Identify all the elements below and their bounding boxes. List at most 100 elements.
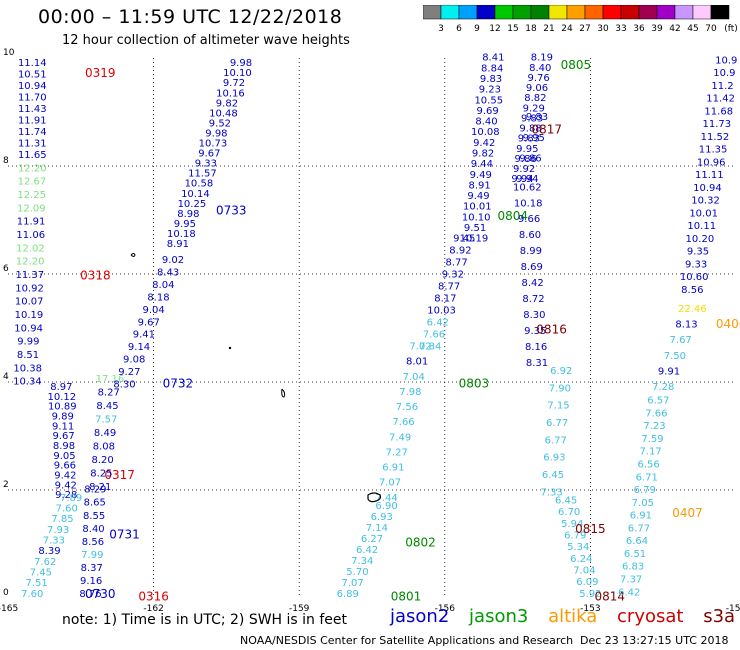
swh-value-label: 9.49 xyxy=(470,170,492,181)
swh-value-label: 6.24 xyxy=(570,554,592,565)
swh-value-label: 10.94 xyxy=(18,81,47,92)
pass-time-label: 0814 xyxy=(595,590,626,604)
swh-value-label: 10.10 xyxy=(462,212,491,223)
swh-value-label: 9.67 xyxy=(52,431,74,442)
pass-time-label: 0319 xyxy=(85,66,116,80)
swh-value-label: 7.51 xyxy=(25,578,47,589)
swh-value-label: 8.49 xyxy=(94,428,116,439)
swh-value-label: 8.17 xyxy=(434,294,456,305)
swh-value-label: 8.29 xyxy=(84,485,106,496)
satellite-legend: jason2 jason3 altika cryosat s3a xyxy=(390,606,740,627)
swh-value-label: 8.42 xyxy=(521,278,543,289)
swh-value-label: 9.27 xyxy=(118,367,140,378)
swh-value-label: 8.76 xyxy=(79,589,101,600)
swh-value-label: 6.77 xyxy=(545,435,567,446)
swh-value-label: 10.60 xyxy=(680,272,709,283)
swh-value-label: 11.43 xyxy=(18,104,47,115)
swh-value-label: 12.02 xyxy=(16,243,45,254)
swh-value-label: 11.42 xyxy=(706,94,735,105)
swh-value-label: 7.44 xyxy=(375,493,397,504)
swh-value-label: 9.95 xyxy=(174,219,196,230)
swh-value-label: 6.45 xyxy=(542,470,564,481)
swh-value-label: 7.28 xyxy=(652,382,674,393)
swh-value-label: 6.91 xyxy=(382,463,404,474)
swh-value-label: 9.32 xyxy=(442,270,464,281)
swh-value-label: 9.04 xyxy=(142,305,164,316)
swh-value-label: 6.42 xyxy=(427,318,449,329)
swh-value-label: 8.41 xyxy=(482,53,504,64)
swh-value-label: 10.55 xyxy=(474,95,503,106)
swh-value-label: 7.93 xyxy=(47,525,69,536)
pass-time-label: 0815 xyxy=(575,522,606,536)
swh-value-label: 8.20 xyxy=(92,455,114,466)
swh-value-label: 8.84 xyxy=(481,63,503,74)
swh-value-label: 8.97 xyxy=(50,382,72,393)
swh-value-label: 10.03 xyxy=(427,306,456,317)
swh-value-label: 7.37 xyxy=(620,575,642,586)
swh-value-label: 8.51 xyxy=(17,350,39,361)
swh-value-label: 9.94 xyxy=(511,174,533,185)
swh-value-label: 10.96 xyxy=(697,157,726,168)
pass-time-label: 0407 xyxy=(672,506,703,520)
swh-value-label: 9.98 xyxy=(230,58,252,69)
swh-value-label: 11.14 xyxy=(18,58,47,69)
colorbar-tick-label: 45 xyxy=(687,24,698,34)
swh-value-label: 8.77 xyxy=(438,282,460,293)
swh-value-label: 10.01 xyxy=(689,208,718,219)
chart-subtitle: 12 hour collection of altimeter wave hei… xyxy=(62,33,350,48)
swh-value-label: 7.07 xyxy=(341,578,363,589)
legend-cryosat: cryosat xyxy=(617,606,684,627)
swh-value-label: 10.18 xyxy=(167,229,196,240)
swh-value-label: 10.12 xyxy=(48,392,77,403)
swh-value-label: 10.14 xyxy=(181,189,210,200)
swh-value-label: 11.2 xyxy=(711,81,733,92)
legend-jason3: jason3 xyxy=(469,606,529,627)
swh-value-label: 9.76 xyxy=(527,73,549,84)
pass-time-label: 0318 xyxy=(80,268,111,282)
swh-value-label: 9.82 xyxy=(472,148,494,159)
x-tick-label: -153 xyxy=(580,604,600,612)
swh-value-label: 9.88 xyxy=(519,124,541,135)
swh-value-label: 7.14 xyxy=(366,523,388,534)
swh-value-label: 9.51 xyxy=(464,223,486,234)
swh-value-label: 7.02 xyxy=(409,342,431,353)
swh-value-label: 9.95 xyxy=(516,144,538,155)
swh-value-label: 8.21 xyxy=(89,482,111,493)
swh-value-label: 8.08 xyxy=(93,442,115,453)
pass-time-label: 0802 xyxy=(405,536,436,550)
swh-value-label: 9.11 xyxy=(52,421,74,432)
swh-value-label: 9.35 xyxy=(687,247,709,258)
swh-value-label: 10.25 xyxy=(178,199,207,210)
colorbar-tick-label: 30 xyxy=(597,24,609,34)
pass-time-label: 0805 xyxy=(561,58,592,72)
swh-value-label: 7.89 xyxy=(60,493,82,504)
swh-value-label: 7.04 xyxy=(573,566,595,577)
swh-value-label: 6.79 xyxy=(634,485,656,496)
pass-time-label: 0316 xyxy=(138,590,169,604)
swh-value-label: 12.25 xyxy=(17,190,46,201)
swh-value-label: 8.98 xyxy=(53,441,75,452)
swh-value-label: 10.38 xyxy=(13,363,42,374)
swh-value-label: 12.20 xyxy=(16,257,45,268)
pass-time-label: 0733 xyxy=(216,204,247,218)
swh-value-label: 8.18 xyxy=(147,292,169,303)
swh-value-label: 22.46 xyxy=(678,304,707,315)
chart-title: 00:00 – 11:59 UTC 12/22/2018 xyxy=(38,6,343,28)
coastline-islet xyxy=(281,388,286,398)
swh-value-label: 7.45 xyxy=(30,568,52,579)
swh-value-label: 9.91 xyxy=(658,366,680,377)
swh-value-label: 8.43 xyxy=(157,268,179,279)
swh-value-label: 12.67 xyxy=(18,177,47,188)
footer-note: note: 1) Time is in UTC; 2) SWH is in fe… xyxy=(62,612,348,628)
swh-value-label: 10.01 xyxy=(463,202,492,213)
swh-value-label: 6.09 xyxy=(576,577,598,588)
swh-value-label: 8.55 xyxy=(83,511,105,522)
swh-value-label: 9.83 xyxy=(521,113,543,124)
y-tick-label: 0 xyxy=(3,588,9,598)
swh-value-label: 11.52 xyxy=(701,132,730,143)
swh-value-label: 6.71 xyxy=(636,472,658,483)
swh-value-label: 6.83 xyxy=(622,562,644,573)
swh-value-label: 9.67 xyxy=(138,317,160,328)
swh-value-label: 8.04 xyxy=(152,280,174,291)
swh-value-label: 9.86 xyxy=(515,154,537,165)
